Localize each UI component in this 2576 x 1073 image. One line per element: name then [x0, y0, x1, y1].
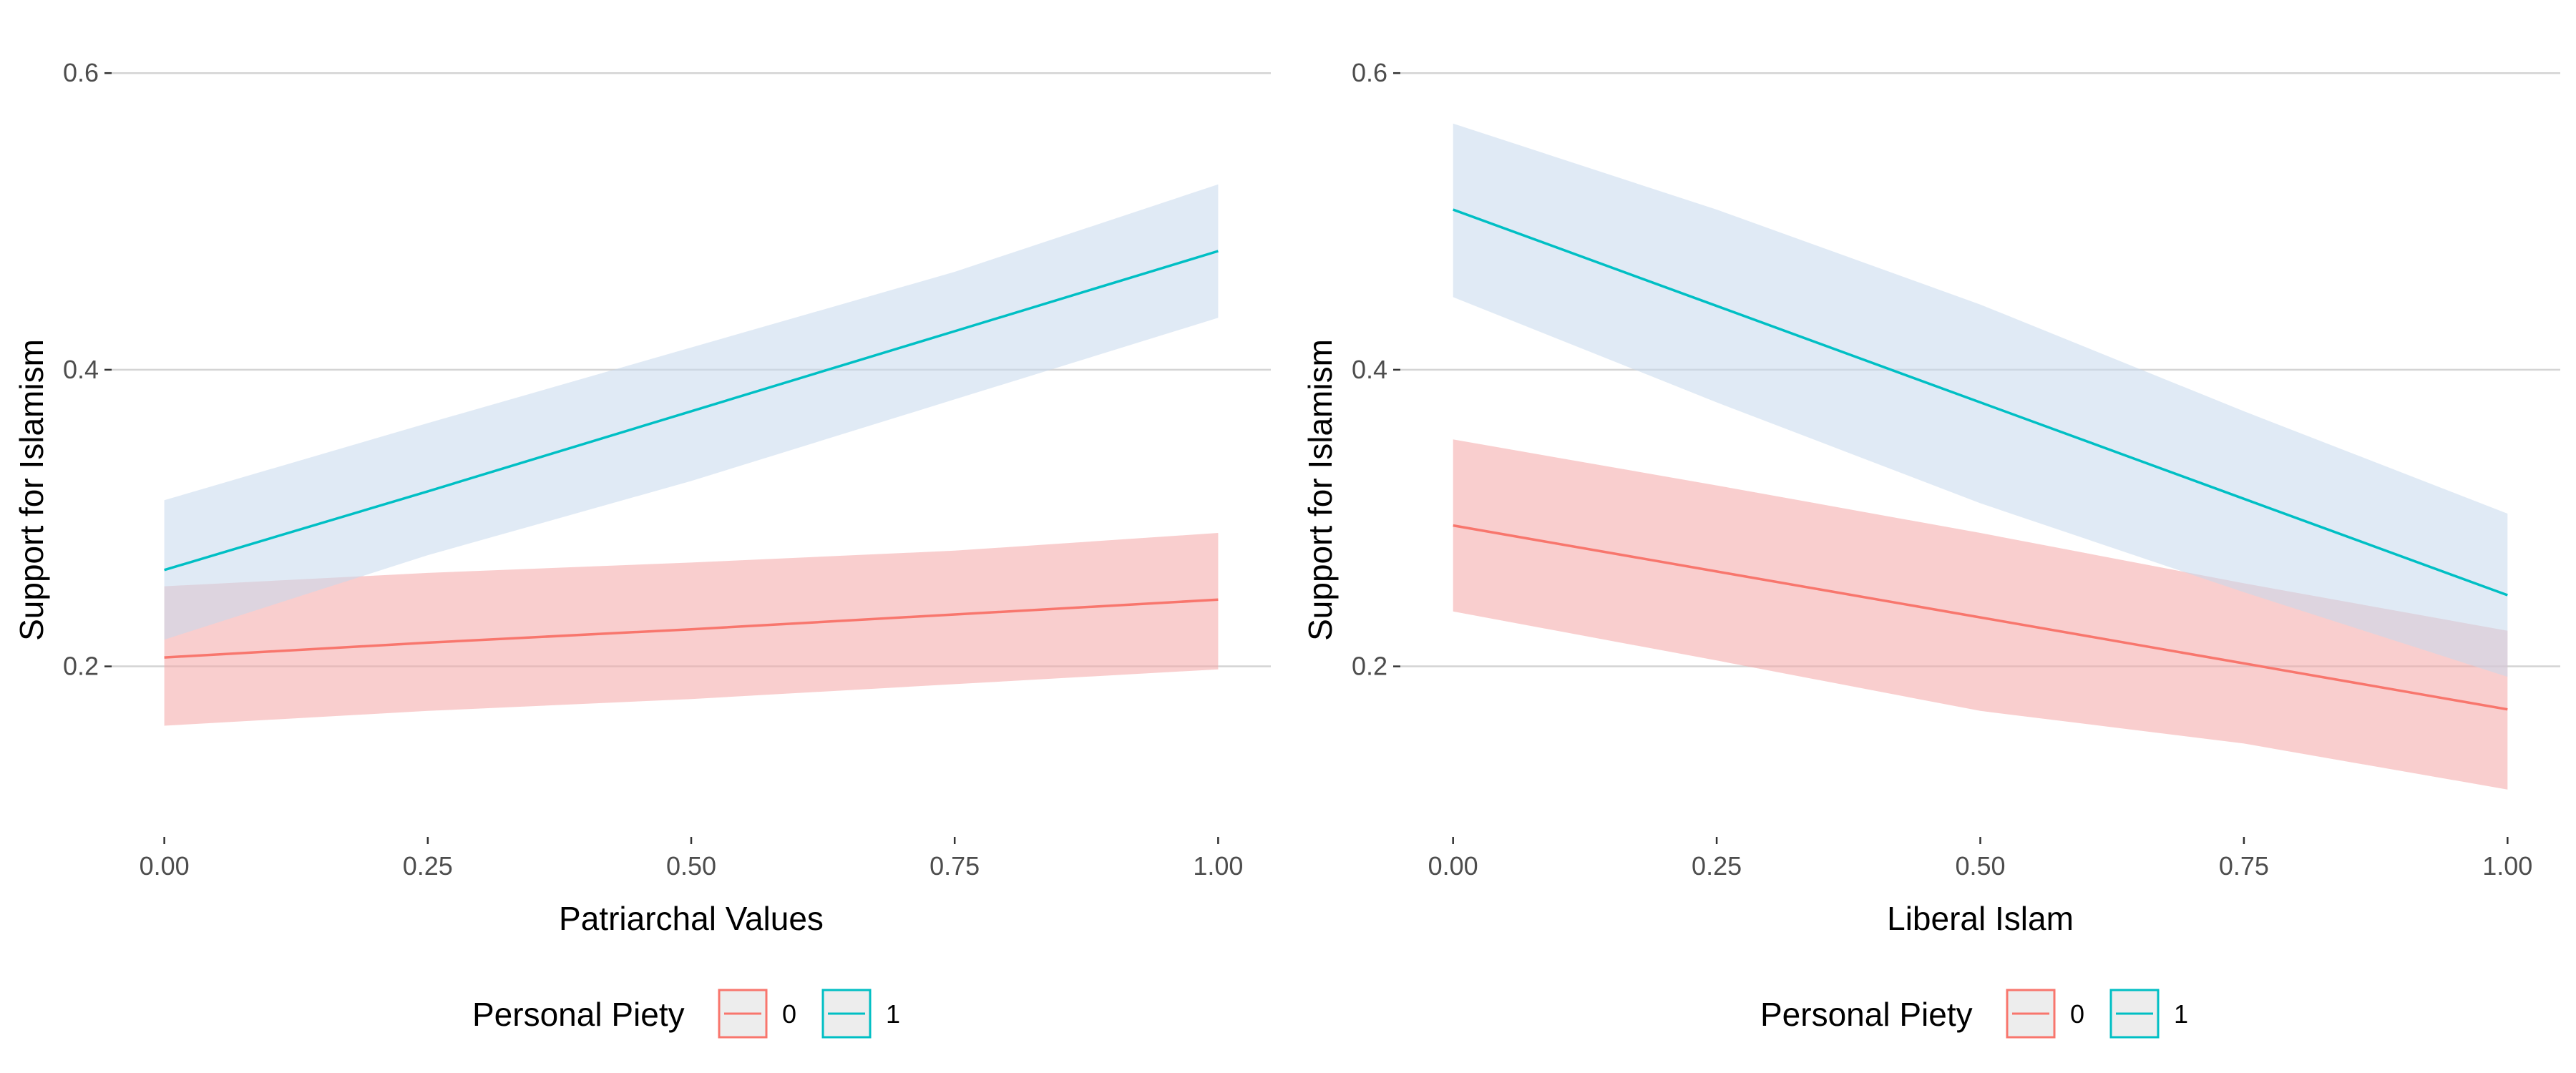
legend-label: 0: [2070, 999, 2084, 1029]
x-tick-label: 0.25: [1692, 851, 1742, 881]
legend-label: 1: [886, 999, 900, 1029]
chart-panel-2: 0.2 0.4 0.6 0.00 0.25 0.50 0.75 1.00 Liberal Isl…: [1302, 58, 2560, 1039]
legend: Personal Piety 0 1: [472, 989, 900, 1039]
series-line-1: [1453, 208, 2508, 597]
legend-title: Personal Piety: [472, 996, 685, 1033]
x-tick-label: 0.50: [1955, 851, 2005, 881]
legend-label: 1: [2174, 999, 2188, 1029]
y-tick-label: 0.2: [1352, 652, 1387, 681]
legend-title: Personal Piety: [1760, 996, 1973, 1033]
confidence-band-series-1: [1453, 123, 2508, 677]
x-tick-label: 1.00: [2482, 851, 2532, 881]
series-line-0: [164, 598, 1219, 659]
series-line-0: [1453, 524, 2508, 711]
x-tick-label: 0.50: [666, 851, 716, 881]
x-axis-title: Liberal Islam: [1887, 900, 2074, 937]
y-axis-title: Support for Islamism: [1302, 339, 1339, 641]
confidence-band-series-0: [1453, 439, 2508, 790]
x-tick-label: 0.25: [403, 851, 453, 881]
legend-key-0: 0: [2006, 989, 2084, 1039]
x-tick-label: 0.00: [140, 851, 190, 881]
x-axis-title: Patriarchal Values: [559, 900, 824, 937]
x-tick-label: 0.00: [1428, 851, 1478, 881]
x-tick-label: 0.75: [930, 851, 980, 881]
legend-label: 0: [782, 999, 796, 1029]
y-tick-label: 0.6: [63, 58, 99, 87]
y-tick-label: 0.4: [1352, 355, 1387, 384]
legend-key-0: 0: [718, 989, 796, 1039]
y-tick-label: 0.6: [1352, 58, 1387, 87]
legend-key-1: 1: [2109, 989, 2188, 1039]
x-tick-label: 1.00: [1193, 851, 1243, 881]
legend-key-1: 1: [821, 989, 900, 1039]
chart-panel-1: 0.2 0.4 0.6 0.00 0.25 0.50 0.75 1.00 Patriarchal…: [13, 58, 1271, 1039]
x-tick-label: 0.75: [2219, 851, 2269, 881]
y-tick-label: 0.4: [63, 355, 99, 384]
series-line-1: [164, 250, 1219, 572]
legend: Personal Piety 0 1: [1760, 989, 2188, 1039]
y-axis-title: Support for Islamism: [13, 339, 50, 641]
y-tick-label: 0.2: [63, 652, 99, 681]
